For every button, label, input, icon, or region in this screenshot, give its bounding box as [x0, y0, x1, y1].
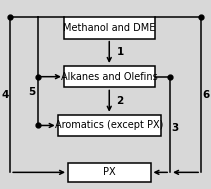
Text: Aromatics (except PX): Aromatics (except PX) [55, 120, 164, 130]
Text: 5: 5 [28, 87, 35, 97]
Text: Alkanes and Olefins: Alkanes and Olefins [61, 72, 158, 82]
Text: Methanol and DME: Methanol and DME [63, 23, 156, 33]
Text: PX: PX [103, 167, 116, 177]
Text: 3: 3 [172, 123, 179, 133]
Text: 4: 4 [1, 90, 9, 100]
FancyBboxPatch shape [64, 66, 155, 88]
Text: 1: 1 [116, 47, 124, 57]
FancyBboxPatch shape [68, 163, 150, 182]
FancyBboxPatch shape [64, 17, 155, 39]
Text: 6: 6 [203, 90, 210, 100]
Text: 2: 2 [116, 96, 124, 106]
FancyBboxPatch shape [58, 115, 161, 136]
